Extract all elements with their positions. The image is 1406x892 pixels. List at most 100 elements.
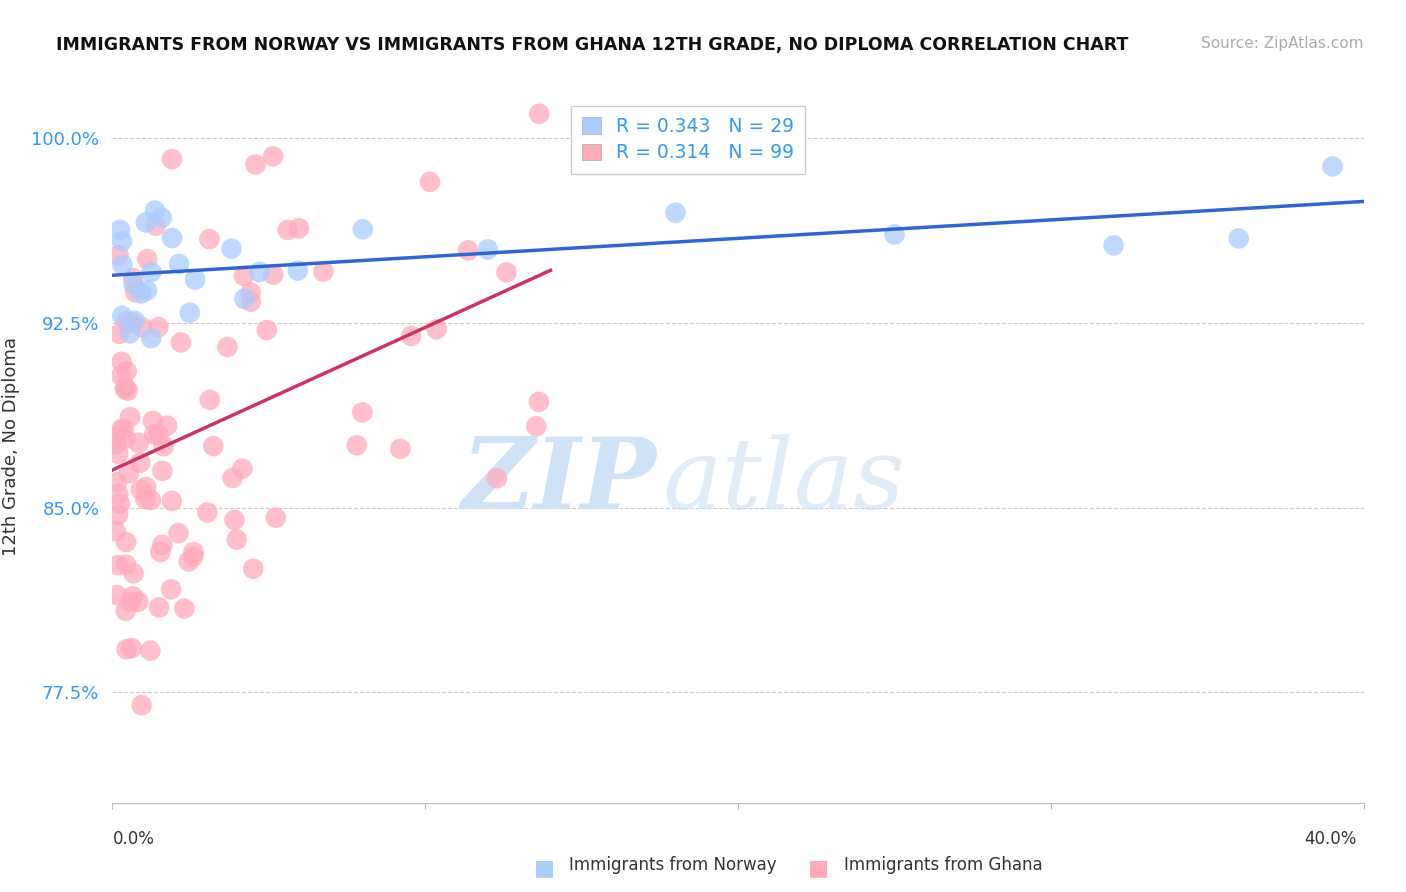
Point <box>149 545 172 559</box>
Point <box>160 231 183 245</box>
Point <box>111 258 134 272</box>
Point <box>115 364 138 378</box>
Point <box>495 265 517 279</box>
Point <box>224 513 246 527</box>
Point <box>114 380 136 394</box>
Point <box>148 427 170 442</box>
Point <box>136 252 159 266</box>
Point <box>124 285 146 299</box>
Point <box>150 538 173 552</box>
Text: ZIP: ZIP <box>461 434 657 530</box>
Point <box>108 497 131 511</box>
Point <box>198 232 221 246</box>
Point <box>524 419 547 434</box>
Point <box>131 698 153 713</box>
Point <box>111 309 134 323</box>
Point <box>134 492 156 507</box>
Point <box>111 422 134 436</box>
Point <box>399 329 422 343</box>
Point <box>160 582 183 597</box>
Text: 0.0%: 0.0% <box>112 830 155 847</box>
Point <box>121 640 143 655</box>
Point <box>124 314 146 328</box>
Point <box>118 466 141 480</box>
Point <box>457 244 479 258</box>
Point <box>135 215 157 229</box>
Point <box>104 524 127 539</box>
Point <box>122 271 145 285</box>
Text: 40.0%: 40.0% <box>1305 830 1357 847</box>
Point <box>139 492 162 507</box>
Point <box>221 242 243 256</box>
Point <box>426 322 449 336</box>
Point <box>122 566 145 581</box>
Text: IMMIGRANTS FROM NORWAY VS IMMIGRANTS FROM GHANA 12TH GRADE, NO DIPLOMA CORRELATI: IMMIGRANTS FROM NORWAY VS IMMIGRANTS FRO… <box>56 36 1129 54</box>
Point <box>181 549 204 564</box>
Text: Immigrants from Norway: Immigrants from Norway <box>569 856 778 874</box>
Point <box>110 355 132 369</box>
Point <box>105 475 128 489</box>
Point <box>111 235 134 249</box>
Point <box>120 595 142 609</box>
Point <box>143 427 166 442</box>
Point <box>225 533 247 547</box>
Point <box>1322 160 1344 174</box>
Point <box>883 227 905 242</box>
Point <box>117 384 139 398</box>
Point <box>108 326 131 341</box>
Point <box>177 554 200 568</box>
Point <box>485 471 508 485</box>
Point <box>145 219 167 233</box>
Legend: R = 0.343   N = 29, R = 0.314   N = 99: R = 0.343 N = 29, R = 0.314 N = 99 <box>571 106 806 174</box>
Point <box>287 263 309 277</box>
Point <box>527 107 550 121</box>
Point <box>141 331 163 345</box>
Point <box>167 526 190 541</box>
Point <box>114 382 136 396</box>
Point <box>152 439 174 453</box>
Point <box>239 285 262 300</box>
Point <box>256 323 278 337</box>
Point <box>156 418 179 433</box>
Point <box>664 205 686 219</box>
Point <box>239 294 262 309</box>
Point <box>1227 231 1250 245</box>
Point <box>148 320 170 334</box>
Point <box>262 268 284 282</box>
Point <box>118 326 141 341</box>
Point <box>217 340 239 354</box>
Point <box>150 464 173 478</box>
Point <box>183 545 205 559</box>
Point <box>277 223 299 237</box>
Point <box>112 422 135 436</box>
Point <box>110 368 132 383</box>
Point <box>114 432 136 446</box>
Point <box>107 558 129 572</box>
Point <box>127 595 149 609</box>
Point <box>141 265 163 279</box>
Point <box>107 508 129 522</box>
Point <box>115 642 138 657</box>
Point <box>115 558 138 572</box>
Point <box>142 414 165 428</box>
Point <box>122 277 145 291</box>
Point <box>242 562 264 576</box>
Point <box>129 456 152 470</box>
Text: ■: ■ <box>808 858 830 878</box>
Point <box>221 471 243 485</box>
Point <box>107 487 129 501</box>
Point <box>121 315 143 329</box>
Y-axis label: 12th Grade, No Diploma: 12th Grade, No Diploma <box>3 336 20 556</box>
Text: atlas: atlas <box>664 434 905 529</box>
Point <box>202 439 225 453</box>
Point <box>264 510 287 524</box>
Point <box>121 589 143 603</box>
Point <box>198 392 221 407</box>
Text: ■: ■ <box>534 858 555 878</box>
Point <box>114 604 136 618</box>
Point <box>108 223 131 237</box>
Point <box>115 535 138 549</box>
Point <box>107 447 129 461</box>
Point <box>170 335 193 350</box>
Point <box>104 430 127 444</box>
